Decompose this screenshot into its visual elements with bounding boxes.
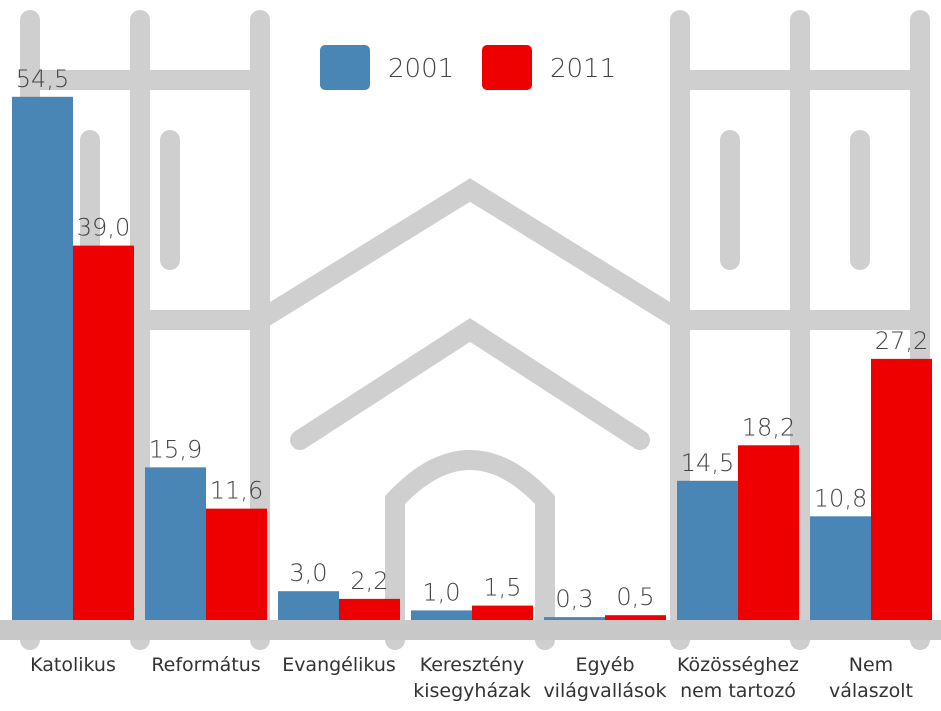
chart: 54,5 39,0 15,9 11,6 3,0 2,2 1,0 1,5 0,3 0,5 14,5 18… [0, 0, 941, 711]
bar [206, 509, 267, 620]
bar [810, 516, 871, 620]
bar [677, 481, 738, 620]
value-label: 11,6 [210, 477, 263, 505]
x-tick-label: Evangélikus [269, 652, 409, 678]
legend-label: 2001 [388, 54, 454, 84]
bar [871, 359, 932, 620]
bar [472, 606, 533, 620]
x-tick-label: Nem válaszolt [801, 652, 941, 704]
value-label: 1,5 [483, 574, 521, 602]
bar [339, 599, 400, 620]
x-tick-label: Egyéb világvallások [535, 652, 675, 704]
value-label: 39,0 [77, 214, 130, 242]
bar [605, 615, 666, 620]
bar [278, 591, 339, 620]
bar [12, 97, 73, 620]
value-label: 10,8 [814, 484, 867, 512]
legend-swatch [320, 45, 370, 90]
x-tick-label: Keresztény kisegyházak [402, 652, 542, 704]
value-label: 54,5 [16, 65, 69, 93]
ground [0, 620, 941, 640]
bar [738, 445, 799, 620]
x-tick-label: Katolikus [3, 652, 143, 678]
value-label: 27,2 [875, 327, 928, 355]
x-tick-label: Református [136, 652, 276, 678]
bar [411, 610, 472, 620]
value-label: 0,5 [616, 583, 654, 611]
page: 54,5 39,0 15,9 11,6 3,0 2,2 1,0 1,5 0,3 0,5 14,5 18… [0, 0, 941, 711]
value-label: 14,5 [681, 449, 734, 477]
bar [73, 246, 134, 620]
legend-swatch [482, 45, 532, 90]
x-tick-label: Közösséghez nem tartozó [668, 652, 808, 704]
legend-label: 2011 [550, 54, 616, 84]
value-label: 15,9 [149, 435, 202, 463]
value-label: 18,2 [742, 413, 795, 441]
value-label: 0,3 [555, 585, 593, 613]
value-label: 3,0 [289, 559, 327, 587]
bar [145, 467, 206, 620]
value-label: 2,2 [350, 567, 388, 595]
bar [544, 617, 605, 620]
value-label: 1,0 [422, 578, 460, 606]
